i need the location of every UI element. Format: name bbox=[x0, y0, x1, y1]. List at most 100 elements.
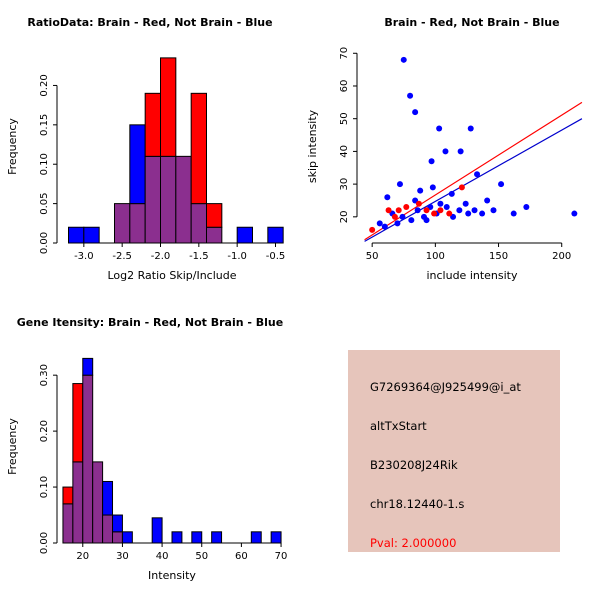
hist-bar-notbrain bbox=[102, 480, 114, 516]
hist-bar-notbrain bbox=[211, 531, 223, 544]
pval-text: Pval: 2.000000 bbox=[370, 536, 457, 550]
hist-bar-overlap bbox=[102, 514, 114, 544]
y-tick-label: 0.10 bbox=[39, 476, 50, 498]
x-tick-label: -1.0 bbox=[227, 251, 247, 262]
scatter-point bbox=[391, 213, 398, 220]
gene-symbol-text: B230208J24Rik bbox=[370, 458, 458, 472]
hist-bar-overlap bbox=[129, 203, 146, 244]
y-tick-label: 50 bbox=[339, 112, 350, 125]
hist-bar-overlap bbox=[62, 503, 74, 544]
x-tick-label: 150 bbox=[489, 251, 508, 262]
hist-bar-overlap bbox=[82, 374, 94, 544]
scatter-x-axis-label: include intensity bbox=[426, 269, 518, 282]
y-tick-label: 0.10 bbox=[39, 153, 50, 175]
hist-bar-overlap bbox=[206, 226, 223, 244]
x-tick-label: 50 bbox=[366, 251, 379, 262]
x-tick-label: 50 bbox=[195, 551, 208, 562]
scatter-point bbox=[431, 210, 438, 217]
hist-bar-notbrain bbox=[82, 357, 94, 376]
hist-bar-overlap bbox=[72, 461, 84, 544]
x-tick-label: 30 bbox=[116, 551, 129, 562]
brain-fit-line bbox=[364, 101, 583, 241]
hist-bar-overlap bbox=[160, 155, 177, 244]
hist-bar-brain bbox=[190, 92, 208, 205]
locus-text: chr18.12440-1.s bbox=[370, 497, 465, 511]
x-tick-label: -0.5 bbox=[266, 251, 286, 262]
y-tick-label: 0.20 bbox=[39, 420, 50, 442]
hist-bar-notbrain bbox=[191, 531, 203, 544]
scatter-point bbox=[417, 187, 424, 194]
scatter-point bbox=[456, 207, 463, 214]
probe-info-box: G7269364@J925499@i_at altTxStart B230208… bbox=[348, 350, 560, 552]
x-tick-label: -3.0 bbox=[74, 251, 94, 262]
scatter-point bbox=[395, 207, 402, 214]
scatter-point bbox=[412, 109, 419, 116]
scatter-point bbox=[498, 181, 505, 188]
ratio_hist-title: RatioData: Brain - Red, Not Brain - Blue bbox=[27, 16, 272, 29]
y-tick-label: 0.00 bbox=[39, 532, 50, 554]
x-tick-label: -2.5 bbox=[112, 251, 132, 262]
intensity-scatter-plot: Brain - Red, Not Brain - Blue include int… bbox=[306, 16, 583, 282]
hist-bar-notbrain bbox=[267, 226, 284, 244]
scatter-title: Brain - Red, Not Brain - Blue bbox=[384, 16, 559, 29]
notbrain-fit-line bbox=[364, 118, 583, 242]
hist-bar-brain bbox=[206, 203, 223, 228]
y-tick-label: 60 bbox=[339, 80, 350, 93]
x-tick-label: 100 bbox=[426, 251, 445, 262]
x-tick-label: 70 bbox=[275, 551, 288, 562]
scatter-point bbox=[436, 125, 443, 132]
scatter-point bbox=[437, 207, 444, 214]
y-tick-label: 0.20 bbox=[39, 74, 50, 96]
hist-bar-notbrain bbox=[112, 514, 123, 533]
x-tick-label: -1.5 bbox=[189, 251, 209, 262]
scatter-point bbox=[408, 217, 415, 224]
scatter-point bbox=[369, 226, 376, 233]
y-tick-label: 0.15 bbox=[39, 114, 50, 136]
scatter-point bbox=[474, 171, 481, 178]
hist-bar-brain bbox=[160, 57, 177, 157]
scatter-point bbox=[467, 125, 474, 132]
gene_hist-x-axis-label: Intensity bbox=[148, 569, 196, 582]
x-tick-label: 200 bbox=[552, 251, 571, 262]
gene-intensity-histogram: Gene Itensity: Brain - Red, Not Brain - … bbox=[6, 316, 288, 582]
scatter-y-axis-label: skip intensity bbox=[306, 109, 319, 183]
ratio_hist-y-axis-label: Frequency bbox=[6, 118, 19, 175]
ratio-histogram: RatioData: Brain - Red, Not Brain - Blue… bbox=[6, 16, 286, 282]
hist-bar-overlap bbox=[112, 531, 123, 544]
scatter-point bbox=[376, 220, 383, 227]
y-tick-label: 70 bbox=[339, 47, 350, 60]
x-tick-label: 40 bbox=[156, 551, 169, 562]
hist-bar-notbrain bbox=[151, 517, 163, 544]
hist-bar-overlap bbox=[175, 155, 192, 244]
scatter-point bbox=[479, 210, 486, 217]
hist-bar-overlap bbox=[114, 203, 131, 244]
x-tick-label: 60 bbox=[235, 551, 248, 562]
scatter-point bbox=[462, 200, 469, 207]
scatter-point bbox=[571, 210, 578, 217]
hist-bar-notbrain bbox=[129, 124, 146, 205]
hist-bar-notbrain bbox=[83, 226, 100, 244]
y-tick-label: 30 bbox=[339, 178, 350, 191]
hist-bar-notbrain bbox=[270, 531, 282, 544]
scatter-point bbox=[442, 148, 449, 155]
scatter-point bbox=[385, 207, 392, 214]
scatter-point bbox=[465, 210, 472, 217]
scatter-point bbox=[414, 207, 421, 214]
hist-bar-brain bbox=[62, 486, 74, 505]
scatter-point bbox=[510, 210, 517, 217]
gene-intensity-histogram-panel: Gene Itensity: Brain - Red, Not Brain - … bbox=[0, 300, 300, 600]
hist-bar-notbrain bbox=[121, 531, 133, 544]
y-tick-label: 40 bbox=[339, 145, 350, 158]
scatter-point bbox=[429, 184, 436, 191]
scatter-point bbox=[457, 148, 464, 155]
scatter-point bbox=[471, 207, 478, 214]
hist-bar-brain bbox=[144, 92, 162, 157]
y-tick-label: 20 bbox=[339, 210, 350, 223]
event-type-text: altTxStart bbox=[370, 419, 427, 433]
scatter-point bbox=[448, 190, 455, 197]
hist-bar-notbrain bbox=[68, 226, 85, 244]
x-tick-label: -2.0 bbox=[151, 251, 171, 262]
gene_hist-title: Gene Itensity: Brain - Red, Not Brain - … bbox=[17, 316, 283, 329]
scatter-point bbox=[399, 213, 406, 220]
hist-bar-brain bbox=[72, 383, 84, 463]
